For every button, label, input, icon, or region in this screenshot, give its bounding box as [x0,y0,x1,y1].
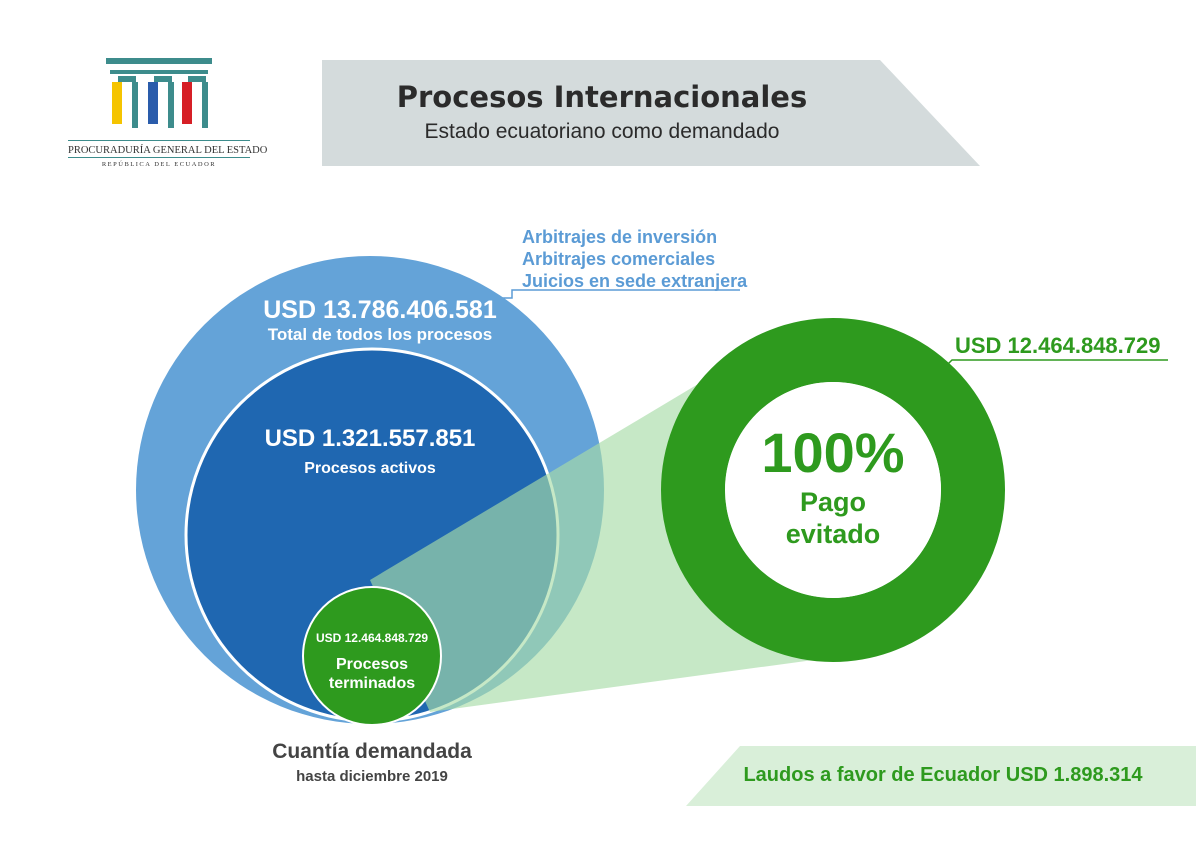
legend-item: Juicios en sede extranjera [522,271,748,291]
avoided-percent: 100% [761,421,905,484]
laudos-banner [686,746,1196,806]
finished-label-line2: terminados [328,675,416,692]
avoided-ring-inner [725,382,941,598]
pge-logo [68,58,250,158]
avoided-label-line2: evitado [785,519,881,549]
finished-label-line1: Procesos [335,656,409,673]
logo-subtitle: REPÚBLICA DEL ECUADOR [101,161,217,168]
finished-circle [302,586,442,726]
avoided-ring [661,318,1005,662]
active-label: Procesos activos [304,460,436,477]
header-banner [322,60,980,166]
avoided-label: Pago evitado [700,486,966,550]
legend-item: Arbitrajes comerciales [522,249,716,269]
avoided-leader-line [939,359,1168,373]
total-label: Total de todos los procesos [267,325,493,344]
finished-label: Procesos terminados [297,655,447,693]
page-subtitle: Estado ecuatoriano como demandado [424,120,780,143]
page-title: Procesos Internacionales [396,80,808,114]
avoided-amount: USD 12.464.848.729 [955,333,1161,358]
cuantia-title: Cuantía demandada [272,740,472,763]
process-types-legend: Arbitrajes de inversión Arbitrajes comer… [522,226,747,292]
logo-name: PROCURADURÍA GENERAL DEL ESTADO [68,145,268,156]
cuantia-subtitle: hasta diciembre 2019 [296,768,448,785]
legend-item: Arbitrajes de inversión [522,227,718,247]
avoided-label-line1: Pago [799,487,866,517]
active-value: USD 1.321.557.851 [264,425,476,452]
finished-value: USD 12.464.848.729 [315,631,429,645]
total-value: USD 13.786.406.581 [263,296,497,324]
laudos-text: Laudos a favor de Ecuador USD 1.898.314 [743,764,1143,786]
